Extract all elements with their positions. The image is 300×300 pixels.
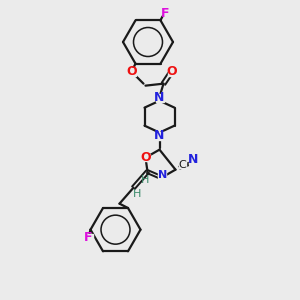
Text: O: O <box>140 151 151 164</box>
Bar <box>128 68 136 76</box>
Bar <box>188 157 196 165</box>
Text: H: H <box>133 189 142 199</box>
Text: N: N <box>154 129 165 142</box>
Text: F: F <box>161 7 170 20</box>
Text: H: H <box>141 175 150 185</box>
Bar <box>155 132 164 140</box>
Bar <box>155 94 164 102</box>
Bar <box>179 161 186 168</box>
Bar <box>142 154 149 161</box>
Text: N: N <box>188 153 199 166</box>
Text: F: F <box>84 231 93 244</box>
Bar <box>85 234 92 242</box>
Text: N: N <box>154 91 165 104</box>
Text: C: C <box>178 160 186 170</box>
Bar <box>158 172 166 179</box>
Bar <box>167 68 175 76</box>
Text: O: O <box>166 65 177 78</box>
Text: N: N <box>158 170 167 180</box>
Text: O: O <box>126 65 137 78</box>
